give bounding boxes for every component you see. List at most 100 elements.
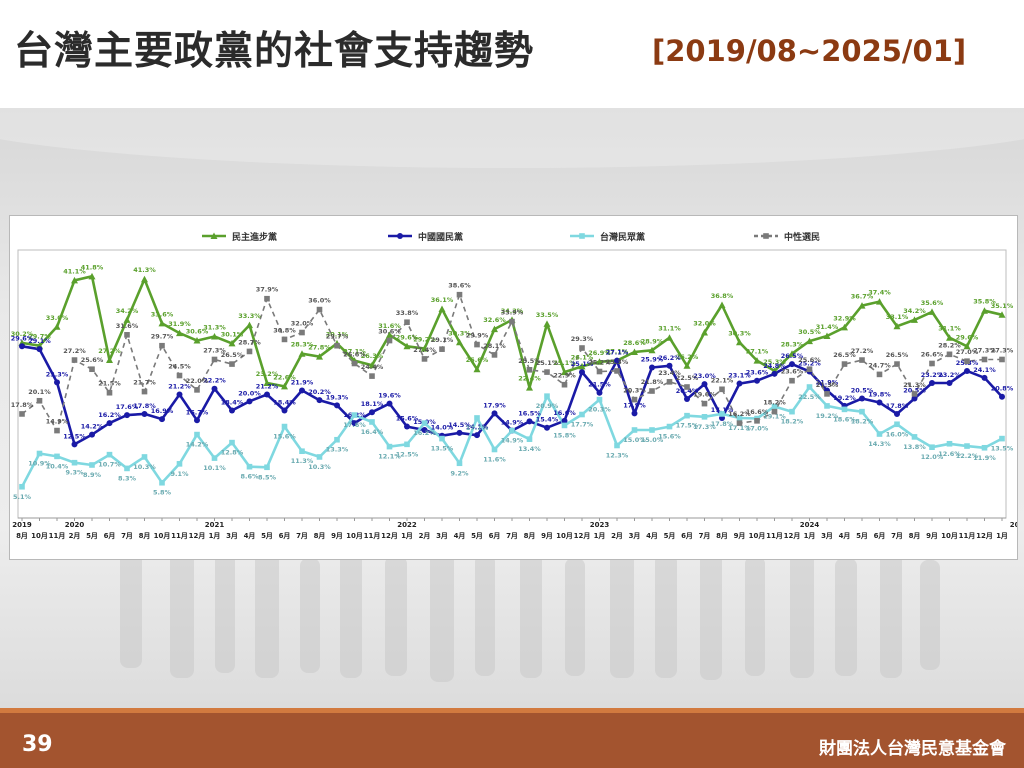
data-point-neutral [806,366,813,373]
data-label-kmt: 20.5% [851,386,874,394]
data-label-neutral: 16.2% [728,410,751,418]
data-label-kmt: 16.5% [518,409,541,417]
data-point-tpp [999,435,1005,442]
data-point-neutral [859,357,865,363]
data-point-neutral [526,367,533,373]
data-label-tpp: 12.6% [938,450,961,458]
data-label-tpp: 12.0% [921,453,944,461]
x-tick-label-month: 11月 [171,532,188,540]
data-label-neutral: 27.2% [851,347,874,355]
title-bar: 台灣主要政黨的社會支持趨勢 [2019/08~2025/01] [0,0,1024,108]
data-label-kmt: 23.0% [693,372,716,380]
data-label-neutral: 27.0% [956,348,979,356]
data-label-dpp: 41.1% [63,267,86,275]
data-point-dpp [823,332,831,339]
data-label-neutral: 30.6% [378,328,401,336]
data-label-neutral: 28.7% [238,338,261,346]
data-label-dpp: 29.7% [28,333,51,341]
data-point-kmt [211,385,218,392]
data-point-dpp [998,311,1006,318]
data-point-kmt [754,377,760,384]
data-label-kmt: 16.7% [186,408,209,416]
data-label-neutral: 16.6% [746,408,769,416]
data-point-kmt [771,370,778,377]
data-label-kmt: 17.9% [483,401,506,409]
data-point-tpp [124,465,130,472]
data-label-kmt: 17.9% [623,401,646,409]
data-point-dpp [298,350,306,357]
data-label-kmt: 16.9% [151,407,174,415]
data-point-tpp [894,421,900,428]
data-label-dpp: 30.2% [11,330,34,338]
data-label-dpp: 29.2% [413,336,436,344]
data-point-dpp [123,316,131,323]
data-label-dpp: 36.7% [851,293,874,301]
data-point-kmt [351,420,358,427]
legend-marker-kmt [397,233,403,239]
data-point-neutral [124,332,130,338]
data-point-kmt [981,374,988,381]
data-label-neutral: 32.0% [291,320,314,328]
data-label-kmt: 19.2% [833,394,856,402]
x-tick-label-month: 12月 [574,532,591,540]
data-label-kmt: 18.4% [221,399,244,407]
data-label-tpp: 14.9% [501,437,524,445]
data-label-kmt: 20.5% [903,386,926,394]
x-tick-label-month: 3月 [821,532,833,540]
data-label-dpp: 34.2% [903,307,926,315]
data-point-kmt [421,427,428,433]
data-point-kmt [386,400,393,407]
data-point-kmt [246,398,253,405]
data-label-neutral: 26.6% [343,350,366,358]
data-point-neutral [176,372,183,379]
data-label-tpp: 12.5% [396,450,419,458]
data-label-neutral: 33.9% [501,309,524,317]
data-point-kmt [474,432,480,439]
data-point-neutral [159,342,165,349]
x-tick-label-month: 1月 [804,532,816,540]
data-point-tpp [509,427,515,434]
data-label-tpp: 14.3% [868,440,891,448]
data-point-tpp [579,411,585,418]
x-tick-label-year: 2020 [65,521,85,529]
data-point-neutral [789,377,795,384]
data-label-neutral: 29.1% [431,336,454,344]
data-label-tpp: 14.2% [186,441,209,449]
data-label-tpp: 10.4% [46,462,69,470]
data-label-tpp: 13.3% [326,446,349,454]
data-point-tpp [299,448,305,455]
data-label-dpp: 25.6% [466,356,489,364]
x-tick-label-month: 3月 [436,532,448,540]
legend-label-kmt: 中國國民黨 [418,231,463,243]
data-point-tpp [561,422,568,429]
data-point-neutral [736,420,743,426]
data-label-kmt: 14.5% [448,421,471,429]
data-point-neutral [911,391,918,397]
data-label-dpp: 31.9% [168,320,191,328]
data-point-tpp [596,396,603,403]
x-tick-label-year: 2021 [205,521,225,529]
data-point-neutral [964,358,970,364]
data-label-kmt: 21.9% [816,378,839,386]
data-label-kmt: 27.1% [606,349,629,357]
data-label-dpp: 26.1% [571,353,594,361]
data-point-kmt [999,393,1005,400]
data-label-neutral: 21.3% [816,381,839,389]
data-point-kmt [54,379,60,386]
x-tick-label-month: 8月 [909,532,921,540]
data-point-tpp [281,423,288,430]
data-point-tpp [824,403,830,409]
data-label-tpp: 12.1% [378,453,401,461]
data-label-kmt: 14.2% [81,423,104,431]
data-point-dpp [491,325,498,333]
chart-panel: 民主進步黨 中國國民黨 台灣民眾黨 中性選民 30.2% 29.7% 33.0% 41.1% 4… [9,215,1024,560]
data-point-dpp [316,353,323,360]
data-point-kmt [964,367,970,374]
data-point-dpp [106,356,113,364]
page-number: 39 [22,732,53,757]
data-point-dpp [526,384,533,391]
x-tick-label-month: 8月 [524,532,536,540]
data-label-kmt: 23.2% [938,371,961,379]
x-tick-label-month: 1月 [209,532,221,540]
data-label-tpp: 17.6% [343,421,366,429]
